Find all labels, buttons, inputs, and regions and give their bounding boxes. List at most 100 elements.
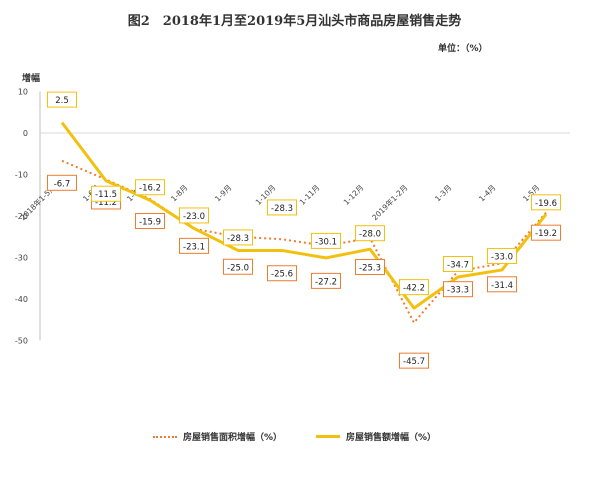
data-label-area: -25.6 (267, 265, 297, 282)
data-label-text: -30.1 (315, 237, 337, 247)
x-tick-label: 1-9月 (213, 183, 233, 203)
data-label-text: -25.6 (271, 270, 293, 280)
legend: 房屋销售面积增幅（%） 房屋销售额增幅（%） (0, 430, 589, 443)
data-label-box (399, 352, 429, 369)
series-line-sales (60, 121, 548, 310)
y-tick-label: -40 (15, 295, 28, 304)
data-label-area: -15.9 (135, 212, 165, 229)
data-label-area: -23.1 (179, 237, 209, 254)
data-label-sales: -34.7 (443, 256, 473, 273)
y-tick-label: -10 (15, 171, 28, 180)
data-label-sales: -23.0 (179, 207, 209, 224)
legend-item-area: 房屋销售面积增幅（%） (152, 430, 282, 443)
data-label-area: -33.3 (443, 281, 473, 298)
data-label-area: -25.3 (355, 258, 385, 275)
data-label-text: -16.2 (139, 184, 161, 194)
data-labels: -6.7 -11.2 -15.9 -23.1 -25.0 -25.6 -27.2 -25.3 -… (47, 91, 561, 369)
data-label-box (355, 258, 385, 275)
data-label-area: -6.7 (47, 174, 77, 191)
data-label-text: -25.3 (359, 263, 381, 273)
data-label-box (443, 281, 473, 298)
data-label-text: -11.5 (95, 190, 117, 200)
data-label-text: -6.7 (54, 179, 71, 189)
data-label-sales: -28.3 (223, 229, 253, 246)
data-label-sales: 2.5 (47, 91, 77, 108)
data-label-text: -25.0 (227, 263, 249, 273)
data-label-text: -15.9 (139, 217, 161, 227)
x-tick-label: 1-4月 (477, 183, 497, 203)
data-label-box (399, 279, 429, 296)
data-label-text: -33.3 (447, 286, 469, 296)
data-label-text: -33.0 (491, 252, 513, 262)
data-label-text: -42.2 (403, 284, 425, 294)
data-label-text: -28.3 (271, 204, 293, 214)
data-label-area: -25.0 (223, 258, 253, 275)
data-label-box (135, 179, 165, 196)
data-label-box (135, 212, 165, 229)
x-tick-label: 1-8月 (169, 183, 189, 203)
data-label-box (487, 247, 517, 264)
data-label-box (267, 199, 297, 216)
data-label-sales: -11.5 (91, 185, 121, 202)
data-label-box (267, 265, 297, 282)
data-label-text: -28.0 (359, 230, 381, 240)
data-label-area: -19.2 (531, 224, 561, 241)
data-label-text: -23.0 (183, 212, 205, 222)
y-tick-label: 0 (23, 129, 28, 138)
data-label-box (355, 225, 385, 242)
data-label-text: -19.2 (535, 229, 557, 239)
x-tick-label: 1-3月 (433, 183, 453, 203)
data-label-sales: -28.3 (267, 199, 297, 216)
y-tick-label: -50 (15, 337, 28, 346)
unit-label: 单位：（%） (438, 44, 488, 54)
data-label-area: -31.4 (487, 276, 517, 293)
x-tick-label: 1-12月 (342, 183, 366, 207)
data-label-text: -31.4 (491, 281, 513, 291)
data-label-box (47, 91, 77, 108)
data-label-text: -45.7 (403, 357, 425, 367)
chart-title: 图2 2018年1月至2019年5月汕头市商品房屋销售走势 (127, 14, 462, 29)
y-axis-label: 增幅 (22, 74, 41, 84)
data-label-box (91, 185, 121, 202)
data-label-box (311, 272, 341, 289)
data-label-text: -34.7 (447, 261, 469, 271)
data-label-text: -28.3 (227, 234, 249, 244)
data-label-box (223, 258, 253, 275)
data-label-sales: -30.1 (311, 232, 341, 249)
data-label-text: -27.2 (315, 277, 337, 287)
data-label-box (531, 194, 561, 211)
y-tick-label: 10 (18, 88, 28, 97)
y-tick-label: -30 (15, 254, 28, 263)
y-tick-label: -20 (15, 212, 28, 221)
data-label-box (443, 256, 473, 273)
data-label-sales: -28.0 (355, 225, 385, 242)
data-label-text: -23.1 (183, 242, 205, 252)
data-label-box (47, 174, 77, 191)
axes-group: 100-10-20-30-40-502018年1-5月1-6月1-7月1-8月1… (15, 88, 570, 346)
x-tick-label: 2019年1-2月 (370, 182, 410, 222)
legend-label-area: 房屋销售面积增幅（%） (182, 433, 282, 443)
series-line-area (61, 159, 547, 324)
legend-swatch-dotted (152, 435, 177, 438)
legend-item-sales: 房屋销售额增幅（%） (316, 430, 436, 443)
data-label-box (311, 232, 341, 249)
data-label-box (179, 237, 209, 254)
data-label-sales: -16.2 (135, 179, 165, 196)
data-label-text: -11.2 (95, 198, 117, 208)
data-label-box (179, 207, 209, 224)
data-label-box (487, 276, 517, 293)
data-label-sales: -42.2 (399, 279, 429, 296)
data-label-area: -27.2 (311, 272, 341, 289)
x-tick-label: 1-11月 (298, 183, 322, 207)
data-label-text: -19.6 (535, 199, 557, 209)
series-lines (60, 121, 548, 324)
data-label-box (531, 224, 561, 241)
legend-label-sales: 房屋销售额增幅（%） (346, 433, 437, 443)
data-label-sales: -19.6 (531, 194, 561, 211)
data-label-sales: -33.0 (487, 247, 517, 264)
data-label-text: 2.5 (55, 96, 69, 106)
data-label-area: -45.7 (399, 352, 429, 369)
legend-swatch-solid (316, 435, 340, 438)
data-label-box (223, 229, 253, 246)
